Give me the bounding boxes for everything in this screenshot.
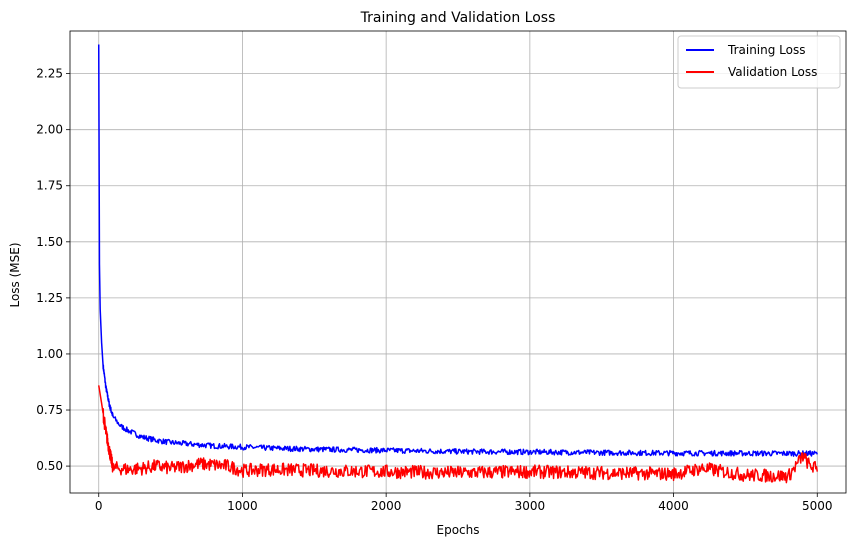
y-tick-label: 1.75 bbox=[36, 179, 63, 193]
x-tick-label: 2000 bbox=[371, 499, 402, 513]
chart-title: Training and Validation Loss bbox=[360, 10, 556, 26]
y-tick-label: 1.25 bbox=[36, 291, 63, 305]
x-tick-label: 4000 bbox=[658, 499, 689, 513]
x-tick-label: 0 bbox=[95, 499, 103, 513]
y-tick-label: 2.00 bbox=[36, 123, 63, 137]
x-tick-label: 1000 bbox=[227, 499, 258, 513]
axis-ticks: 0 1000 2000 3000 4000 5000 0.50 0.75 1.00 1.25 1.5… bbox=[36, 67, 832, 513]
legend-label-validation: Validation Loss bbox=[728, 65, 817, 79]
plot-frame bbox=[69, 30, 847, 494]
y-tick-label: 1.00 bbox=[36, 347, 63, 361]
legend-box bbox=[677, 35, 841, 89]
y-tick-label: 0.50 bbox=[36, 459, 63, 473]
x-axis-label: Epochs bbox=[437, 523, 480, 537]
x-tick-label: 5000 bbox=[802, 499, 833, 513]
y-tick-label: 0.75 bbox=[36, 403, 63, 417]
y-axis-label: Loss (MSE) bbox=[8, 242, 22, 307]
training-loss-line bbox=[97, 44, 818, 457]
y-tick-label: 2.25 bbox=[36, 67, 63, 81]
validation-loss-line bbox=[97, 385, 819, 484]
legend: Training Loss Validation Loss bbox=[677, 35, 841, 89]
legend-label-training: Training Loss bbox=[727, 43, 805, 57]
series-layer bbox=[97, 44, 819, 484]
y-tick-label: 1.50 bbox=[36, 235, 63, 249]
grid-lines bbox=[70, 31, 846, 493]
x-tick-label: 3000 bbox=[515, 499, 546, 513]
